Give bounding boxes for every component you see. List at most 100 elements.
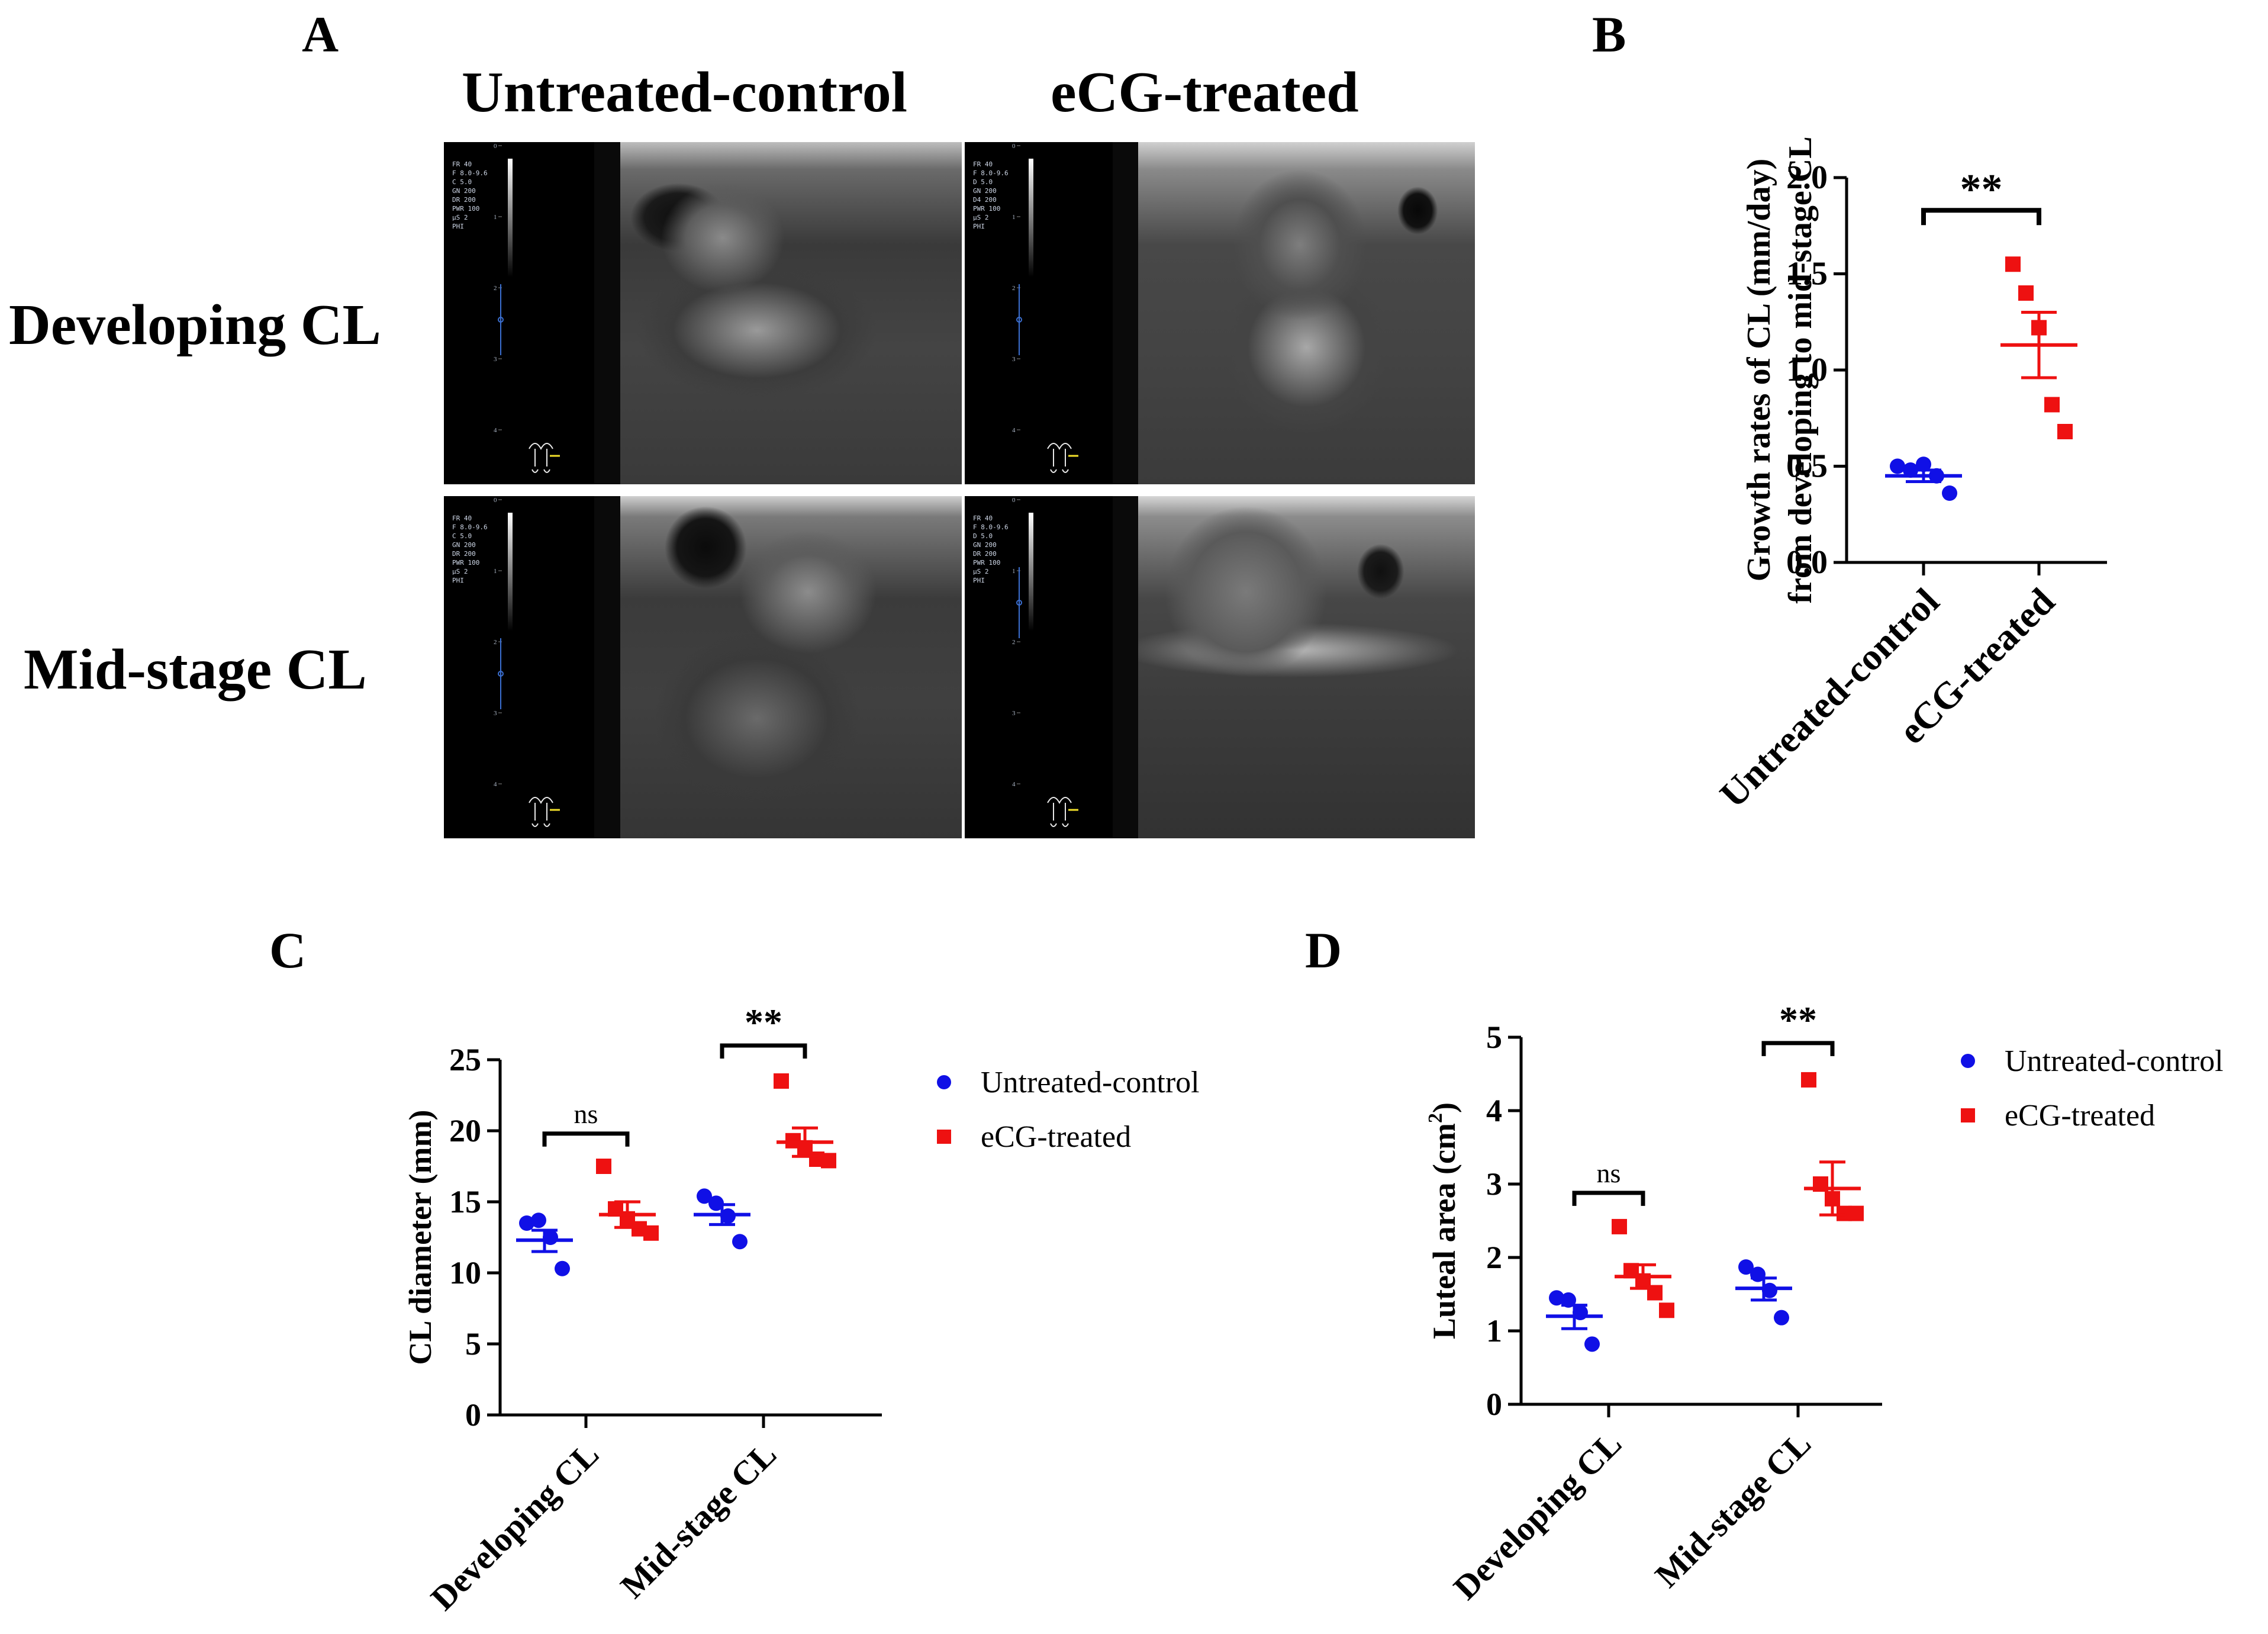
depth-mark: 1 (494, 214, 497, 221)
y-tick-label: 0.0 (1786, 544, 1828, 581)
data-point-square (1961, 1108, 1975, 1122)
significance-label: ns (1597, 1158, 1621, 1188)
data-point-circle (1890, 458, 1905, 474)
depth-mark: 4 (1012, 427, 1016, 434)
column-title-treated: eCG-treated (1051, 60, 1359, 124)
data-point-square (1612, 1218, 1627, 1234)
y-tick-label: 2 (1486, 1240, 1502, 1275)
probe-orientation-icon (1047, 443, 1078, 473)
depth-mark: 3 (1012, 710, 1016, 717)
y-axis-label: Luteal area (cm2) (1425, 1102, 1462, 1339)
chart-luteal-area: 0 1 2 3 4 5 Developing CL Mid-stage CL ns ** Untre… (1425, 999, 2224, 1607)
data-point-circle (519, 1215, 534, 1231)
data-point-circle (1774, 1310, 1789, 1326)
depth-mark: 4 (494, 427, 497, 434)
row-title-developing: Developing CL (9, 293, 381, 357)
significance-bracket (542, 1131, 630, 1147)
depth-mark: 0 (1012, 143, 1016, 150)
significance-bracket (1572, 1191, 1645, 1206)
y-tick-label: 5 (465, 1326, 481, 1362)
significance-label: ** (1960, 165, 2003, 213)
depth-mark: 3 (1012, 356, 1016, 363)
ultrasound-parameters: FR 40 F 8.0-9.6 C 5.0 GN 200 DR 200 PWR … (452, 514, 488, 584)
depth-mark: 1 (1012, 568, 1016, 575)
data-point-square (643, 1225, 659, 1241)
data-point-square (2057, 424, 2073, 439)
uterus-icon (1047, 443, 1072, 473)
grayscale-bar (1029, 513, 1033, 631)
y-tick-label: 1.0 (1786, 352, 1828, 388)
focus-zone-marker (1016, 317, 1022, 323)
depth-ruler: 0 1 2 3 4 (1012, 497, 1022, 788)
significance-bracket (1761, 1041, 1835, 1056)
ultrasound-side-panel: FR 40 F 8.0-9.6 D 5.0 GN 200 D4 200 PWR … (965, 142, 1113, 484)
depth-mark: 2 (1012, 639, 1016, 646)
y-tick-label: 1 (1486, 1313, 1502, 1349)
row-title-midstage: Mid-stage CL (24, 638, 367, 702)
y-tick-label: 0.5 (1786, 448, 1828, 485)
depth-mark: 2 (494, 639, 497, 646)
legend-label: Untreated-control (981, 1066, 1200, 1099)
focus-zone-marker (497, 671, 504, 677)
x-tick-label: Mid-stage CL (1648, 1424, 1819, 1595)
y-axis-label-line2: from developing to mid-stage CL (1782, 136, 1819, 603)
chart-b-ylabel: Growth rates of CL (mm/day) from developi… (1741, 136, 1819, 603)
data-point-square (1848, 1205, 1864, 1221)
significance-bracket (1921, 208, 2041, 226)
data-point-circle (1942, 485, 1957, 501)
data-point-square (937, 1130, 951, 1144)
legend-label: Untreated-control (2005, 1044, 2224, 1078)
significance-label: ** (745, 1006, 782, 1043)
data-point-circle (697, 1188, 712, 1204)
y-tick-label: 20 (449, 1113, 481, 1149)
series-group (1612, 1072, 1864, 1318)
series-group (516, 1188, 750, 1276)
y-axis-label-line1: Growth rates of CL (mm/day) (1741, 159, 1777, 581)
legend-label: eCG-treated (981, 1120, 1131, 1154)
y-tick-label: 1.5 (1786, 256, 1828, 292)
ultrasound-parameters: FR 40 F 8.0-9.6 D 5.0 GN 200 DR 200 PWR … (973, 514, 1009, 584)
data-point-square (821, 1153, 836, 1169)
grayscale-bar (1029, 159, 1033, 277)
ultrasound-parameters: FR 40 F 8.0-9.6 C 5.0 GN 200 DR 200 PWR … (452, 160, 488, 230)
uterus-icon (528, 797, 553, 827)
data-point-circle (1584, 1336, 1600, 1352)
ultrasound-image (1138, 142, 1475, 484)
series-group (1546, 1259, 1792, 1352)
data-point-circle (555, 1260, 570, 1276)
probe-orientation-icon (528, 443, 560, 473)
y-tick-label: 2.0 (1786, 159, 1828, 196)
data-point-circle (1549, 1290, 1564, 1306)
depth-ruler: 0 1 2 3 4 (494, 497, 504, 788)
series-group (596, 1073, 836, 1241)
series-group (1885, 456, 1962, 501)
y-tick-label: 0 (465, 1397, 481, 1433)
panel-b-letter: B (1592, 6, 1626, 63)
panel-a-letter: A (302, 6, 339, 63)
x-tick-label: Developing CL (1446, 1424, 1629, 1607)
column-title-control: Untreated-control (462, 60, 907, 124)
panel-c-letter: C (269, 922, 307, 979)
depth-mark: 0 (494, 143, 497, 150)
data-point-circle (1738, 1259, 1754, 1275)
panel-d-letter: D (1305, 922, 1342, 979)
uterus-icon (1047, 797, 1072, 827)
ultrasound-image (620, 496, 962, 838)
significance-label: ns (574, 1099, 598, 1129)
legend-label: eCG-treated (2005, 1099, 2155, 1133)
y-tick-label: 0 (1486, 1387, 1502, 1422)
y-tick-label: 15 (449, 1184, 481, 1220)
chart-growth-rate: 0.00.51.01.52.0Untreated-controleCG-trea… (1716, 159, 2107, 816)
probe-orientation-icon (528, 797, 560, 827)
x-tick-label: Mid-stage CL (613, 1434, 784, 1606)
ultrasound-image (1138, 496, 1475, 838)
data-point-circle (1961, 1054, 1975, 1068)
data-point-square (2005, 256, 2021, 272)
depth-mark: 3 (494, 356, 497, 363)
ultrasound-frame: FR 40 F 8.0-9.6 D 5.0 GN 200 D4 200 PWR … (965, 142, 1475, 484)
series-group (2000, 256, 2077, 439)
focus-zone-marker (497, 317, 504, 323)
chart-cl-diameter: 0 5 10 15 20 25 Developing CL Mid-stage CL ns ** U… (402, 1006, 1200, 1617)
depth-mark: 0 (494, 497, 497, 504)
ultrasound-image (620, 142, 962, 484)
